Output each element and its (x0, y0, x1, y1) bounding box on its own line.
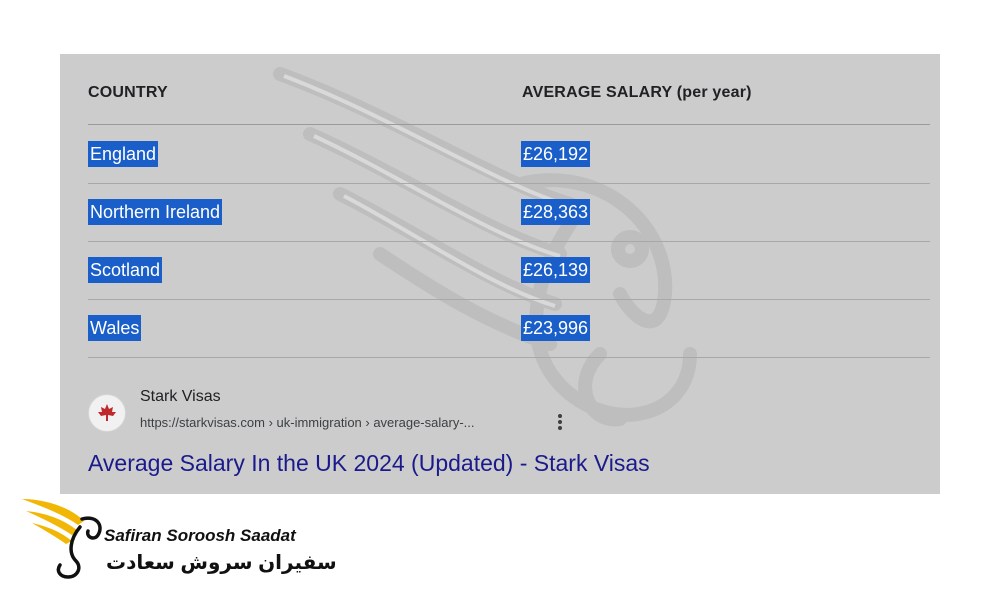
salary-cell[interactable]: £23,996 (521, 315, 591, 341)
site-favicon[interactable] (88, 394, 126, 432)
country-cell[interactable]: Northern Ireland (88, 199, 223, 225)
table-row: Wales £23,996 (88, 299, 930, 358)
site-url[interactable]: https://starkvisas.com › uk-immigration … (140, 415, 475, 430)
country-cell[interactable]: England (88, 141, 159, 167)
table-row: England £26,192 (88, 125, 930, 184)
logo-text-english: Safiran Soroosh Saadat (104, 526, 296, 545)
maple-leaf-icon (98, 404, 116, 421)
header-divider (88, 124, 930, 125)
column-header-country: COUNTRY (88, 84, 168, 101)
column-header-salary: AVERAGE SALARY (per year) (522, 84, 752, 101)
salary-cell[interactable]: £26,139 (521, 257, 591, 283)
table-row: Scotland £26,139 (88, 241, 930, 300)
country-cell[interactable]: Wales (88, 315, 142, 341)
winged-s-logo-icon (22, 499, 102, 579)
brand-logo: Safiran Soroosh Saadat سفیران سروش سعادت (20, 493, 337, 588)
logo-text-persian: سفیران سروش سعادت (106, 552, 337, 574)
search-result-panel: COUNTRY AVERAGE SALARY (per year) Englan… (60, 54, 940, 494)
salary-cell[interactable]: £26,192 (521, 141, 591, 167)
result-title-link[interactable]: Average Salary In the UK 2024 (Updated) … (88, 450, 650, 476)
search-result: Stark Visas https://starkvisas.com › uk-… (88, 384, 930, 484)
country-cell[interactable]: Scotland (88, 257, 163, 283)
site-name[interactable]: Stark Visas (140, 388, 221, 405)
more-options-icon[interactable] (556, 412, 564, 432)
table-header: COUNTRY AVERAGE SALARY (per year) (88, 84, 930, 124)
table-row: Northern Ireland £28,363 (88, 183, 930, 242)
salary-cell[interactable]: £28,363 (521, 199, 591, 225)
